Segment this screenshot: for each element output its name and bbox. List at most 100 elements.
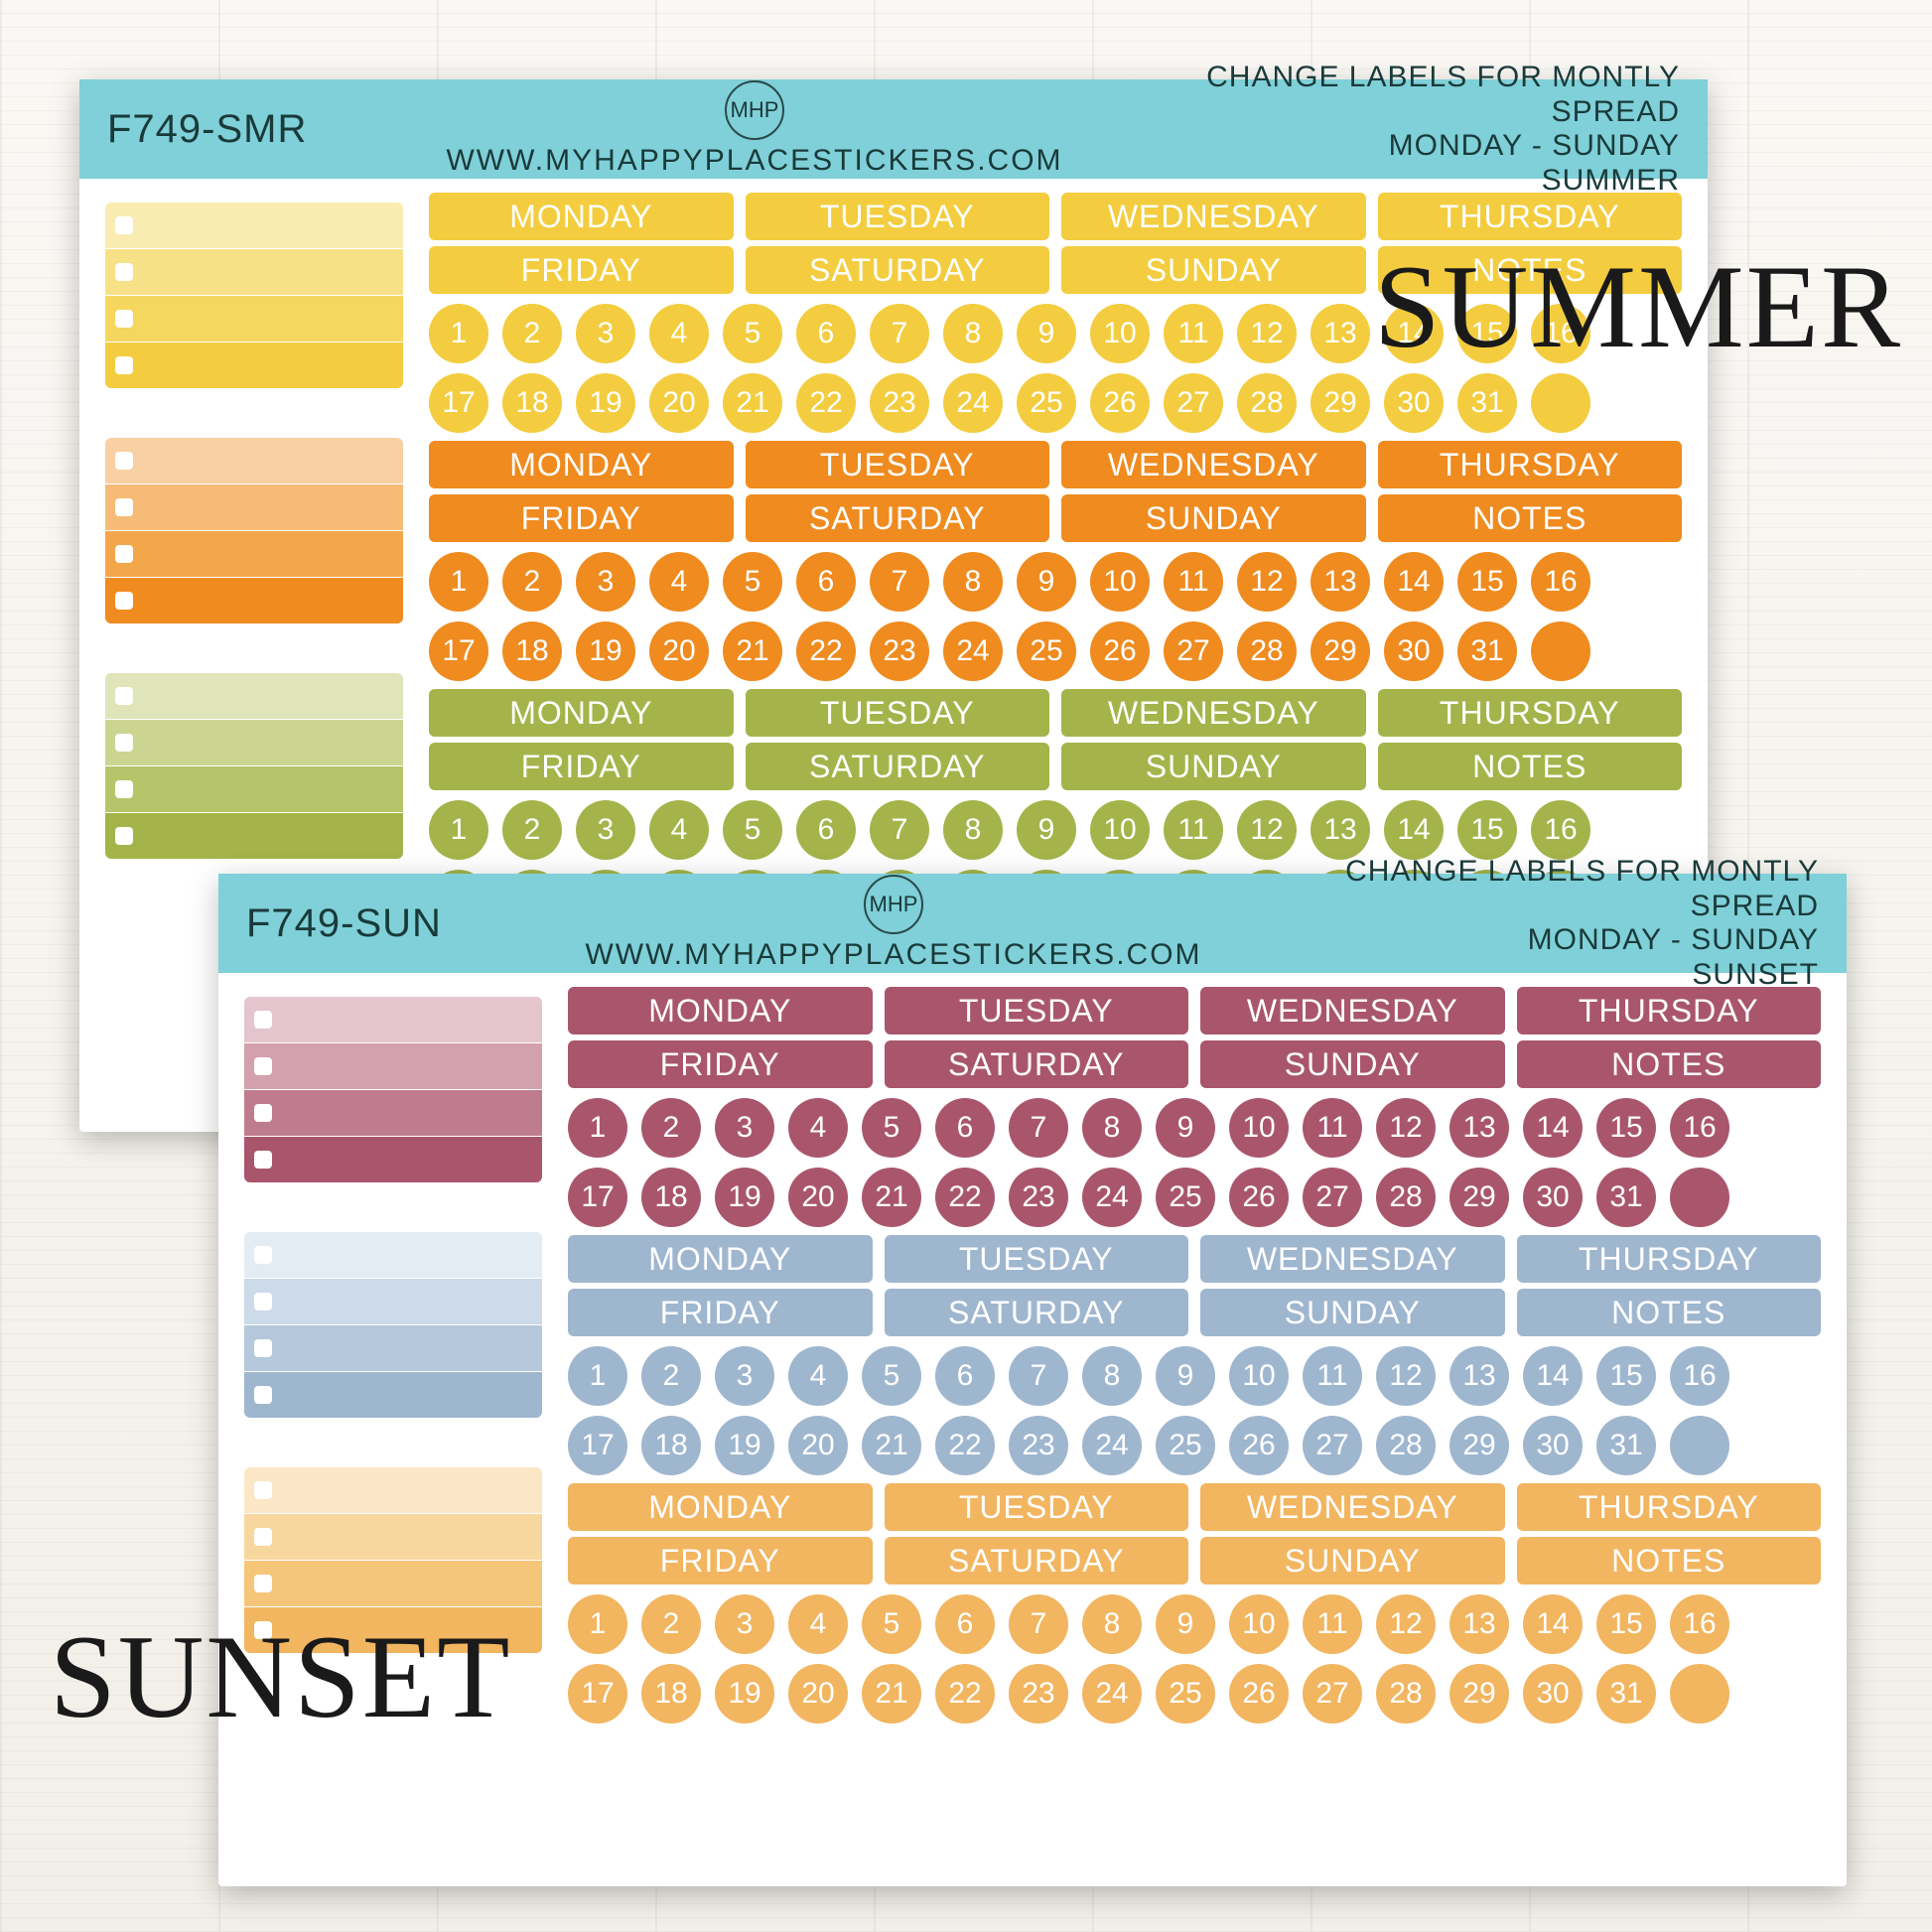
date-number: 12	[1237, 304, 1297, 363]
date-number: 1	[429, 552, 488, 612]
swatch	[105, 673, 403, 719]
swatch	[244, 1325, 542, 1371]
date-number: 7	[1009, 1594, 1068, 1654]
header-line2: MONDAY - SUNDAY	[1283, 923, 1819, 958]
swatch-stack	[244, 997, 542, 1182]
date-number: 23	[870, 621, 929, 681]
day-label: WEDNESDAY	[1061, 441, 1366, 488]
date-number: 9	[1156, 1346, 1215, 1406]
date-number: 5	[862, 1594, 921, 1654]
date-number: 16	[1670, 1594, 1729, 1654]
date-number: 11	[1303, 1594, 1362, 1654]
date-number: 23	[1009, 1664, 1068, 1724]
date-number: 6	[935, 1098, 995, 1158]
date-number: 4	[649, 800, 709, 860]
date-number: 7	[870, 800, 929, 860]
date-number: 12	[1376, 1346, 1436, 1406]
date-number: 28	[1376, 1168, 1436, 1227]
date-number: 30	[1523, 1664, 1583, 1724]
brand-logo: MHP	[725, 80, 784, 140]
day-label: TUESDAY	[885, 1235, 1189, 1283]
date-number: 17	[568, 1664, 627, 1724]
date-number: 20	[788, 1416, 848, 1475]
date-number: 6	[935, 1346, 995, 1406]
day-label: SATURDAY	[746, 246, 1050, 294]
header-line1: CHANGE LABELS FOR MONTLY SPREAD	[1144, 61, 1680, 129]
date-number: 22	[935, 1664, 995, 1724]
swatch-stack	[244, 1232, 542, 1418]
date-number: 4	[788, 1346, 848, 1406]
date-number: 3	[576, 800, 635, 860]
day-label: TUESDAY	[746, 193, 1050, 240]
day-label: NOTES	[1517, 1289, 1822, 1336]
day-label: SUNDAY	[1061, 743, 1366, 790]
day-label: TUESDAY	[746, 689, 1050, 737]
date-number: 23	[1009, 1416, 1068, 1475]
date-number: 11	[1303, 1098, 1362, 1158]
date-number	[1670, 1664, 1729, 1724]
date-number: 3	[715, 1594, 774, 1654]
date-number: 19	[715, 1416, 774, 1475]
date-number: 25	[1156, 1664, 1215, 1724]
swatch	[244, 1232, 542, 1278]
day-label: SUNDAY	[1200, 1289, 1505, 1336]
date-number: 6	[935, 1594, 995, 1654]
date-number: 10	[1090, 552, 1150, 612]
date-number: 9	[1017, 304, 1076, 363]
day-label: SATURDAY	[746, 494, 1050, 542]
date-number: 24	[1082, 1168, 1142, 1227]
date-number: 10	[1090, 304, 1150, 363]
day-label: SATURDAY	[746, 743, 1050, 790]
date-number: 28	[1237, 621, 1297, 681]
date-number: 10	[1229, 1594, 1289, 1654]
date-number: 5	[723, 800, 782, 860]
date-number: 22	[796, 621, 856, 681]
date-number: 31	[1596, 1168, 1656, 1227]
swatch	[244, 1514, 542, 1560]
day-label: TUESDAY	[885, 1483, 1189, 1531]
day-label: SUNDAY	[1061, 494, 1366, 542]
date-number: 17	[429, 621, 488, 681]
swatch	[244, 1279, 542, 1324]
date-number: 25	[1156, 1416, 1215, 1475]
swatch	[105, 813, 403, 859]
swatch	[105, 720, 403, 765]
date-number: 1	[429, 304, 488, 363]
day-label: NOTES	[1378, 743, 1683, 790]
date-number: 7	[870, 552, 929, 612]
date-number: 12	[1376, 1594, 1436, 1654]
swatch	[105, 484, 403, 530]
day-label: THURSDAY	[1517, 1483, 1822, 1531]
date-number: 16	[1531, 552, 1590, 612]
day-label: TUESDAY	[746, 441, 1050, 488]
date-number: 13	[1311, 800, 1370, 860]
date-number: 2	[502, 552, 562, 612]
date-number: 30	[1523, 1416, 1583, 1475]
date-number: 30	[1384, 621, 1444, 681]
date-number	[1670, 1416, 1729, 1475]
day-label: NOTES	[1517, 1040, 1822, 1088]
day-label: SUNDAY	[1061, 246, 1366, 294]
date-number: 9	[1017, 800, 1076, 860]
date-number: 27	[1303, 1168, 1362, 1227]
swatch-stack	[105, 203, 403, 388]
date-number: 21	[723, 621, 782, 681]
date-number: 26	[1090, 621, 1150, 681]
date-number: 22	[796, 373, 856, 433]
date-number: 8	[1082, 1594, 1142, 1654]
date-number: 9	[1017, 552, 1076, 612]
product-code: F749-SMR	[107, 107, 365, 152]
date-number: 20	[788, 1664, 848, 1724]
overlay-title-sunset: SUNSET	[50, 1608, 511, 1745]
swatch-sidebar	[105, 193, 403, 929]
date-number: 30	[1523, 1168, 1583, 1227]
date-number: 4	[649, 304, 709, 363]
date-number: 9	[1156, 1098, 1215, 1158]
date-number: 22	[935, 1168, 995, 1227]
date-number: 2	[502, 800, 562, 860]
day-label: MONDAY	[568, 1483, 873, 1531]
date-number: 15	[1596, 1098, 1656, 1158]
sheet-header: F749-SUN MHP WWW.MYHAPPYPLACESTICKERS.CO…	[218, 874, 1847, 973]
date-number: 21	[862, 1168, 921, 1227]
date-number: 1	[568, 1594, 627, 1654]
